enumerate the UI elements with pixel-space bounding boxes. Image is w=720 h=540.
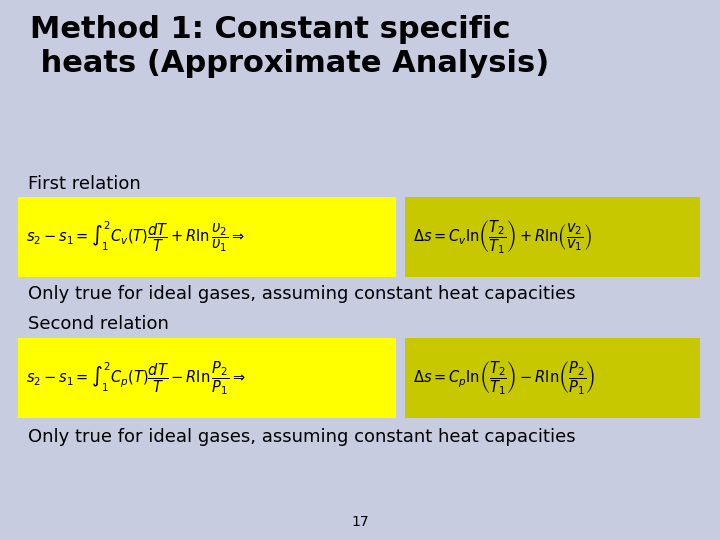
Bar: [18, 197, 396, 277]
Bar: [405, 197, 700, 277]
Bar: [18, 338, 396, 418]
Text: Method 1: Constant specific
 heats (Approximate Analysis): Method 1: Constant specific heats (Appro…: [30, 15, 549, 78]
Text: Only true for ideal gases, assuming constant heat capacities: Only true for ideal gases, assuming cons…: [28, 428, 575, 446]
Text: First relation: First relation: [28, 175, 140, 193]
Text: Second relation: Second relation: [28, 315, 169, 333]
Text: Only true for ideal gases, assuming constant heat capacities: Only true for ideal gases, assuming cons…: [28, 285, 575, 303]
Text: $\Delta s = C_p \ln\!\left(\dfrac{T_2}{T_1}\right) - R\ln\!\left(\dfrac{P_2}{P_1: $\Delta s = C_p \ln\!\left(\dfrac{T_2}{T…: [413, 359, 595, 397]
Text: $s_2 - s_1 = \int_1^2 C_v(T)\dfrac{dT}{T} + R\ln\dfrac{\upsilon_2}{\upsilon_1} \: $s_2 - s_1 = \int_1^2 C_v(T)\dfrac{dT}{T…: [26, 220, 245, 254]
Text: $\Delta s = C_v \ln\!\left(\dfrac{T_2}{T_1}\right) + R\ln\!\left(\dfrac{v_2}{v_1: $\Delta s = C_v \ln\!\left(\dfrac{T_2}{T…: [413, 218, 593, 256]
Text: $s_2 - s_1 = \int_1^2 C_p(T)\dfrac{dT}{T} - R\ln\dfrac{P_2}{P_1} \Rightarrow$: $s_2 - s_1 = \int_1^2 C_p(T)\dfrac{dT}{T…: [26, 359, 246, 397]
Bar: [405, 338, 700, 418]
Text: 17: 17: [351, 515, 369, 529]
